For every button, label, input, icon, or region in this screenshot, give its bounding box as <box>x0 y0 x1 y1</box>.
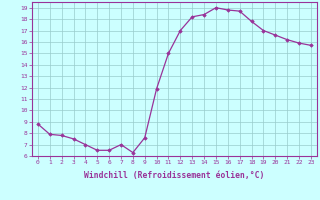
X-axis label: Windchill (Refroidissement éolien,°C): Windchill (Refroidissement éolien,°C) <box>84 171 265 180</box>
